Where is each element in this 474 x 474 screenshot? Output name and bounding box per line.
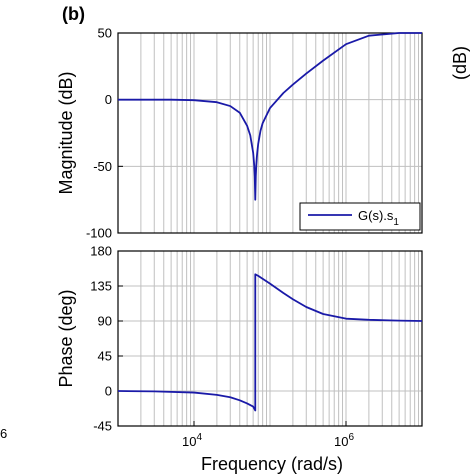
magnitude-series-line xyxy=(118,32,422,201)
phase-ytick-label: 180 xyxy=(90,244,112,259)
phase-axes-frame xyxy=(117,250,423,427)
magnitude-axes-frame xyxy=(117,32,423,234)
phase-xlabel: Frequency (rad/s) xyxy=(201,454,343,474)
phase-ytick-label: 45 xyxy=(98,349,112,364)
panel-label: (b) xyxy=(62,4,85,24)
legend-box xyxy=(299,202,421,231)
legend-label: G(s).s1 xyxy=(358,208,399,228)
magnitude-ytick-label: 0 xyxy=(105,92,112,107)
magnitude-ytick-label: -50 xyxy=(93,159,112,174)
clipped-right-label: (dB) xyxy=(450,46,470,80)
phase-xtick-label: 106 xyxy=(334,432,354,449)
clipped-left-tick: 6 xyxy=(0,426,7,441)
magnitude-ylabel: Magnitude (dB) xyxy=(56,71,76,194)
magnitude-ytick-label: -100 xyxy=(86,226,112,241)
phase-ytick-label: 0 xyxy=(105,384,112,399)
phase-ytick-label: 90 xyxy=(98,314,112,329)
phase-ytick-label: -45 xyxy=(93,419,112,434)
magnitude-ytick-label: 50 xyxy=(98,26,112,41)
phase-ytick-label: 135 xyxy=(90,279,112,294)
phase-ylabel: Phase (deg) xyxy=(56,289,76,387)
phase-series-line xyxy=(117,273,423,412)
phase-xtick-label: 104 xyxy=(182,432,202,449)
